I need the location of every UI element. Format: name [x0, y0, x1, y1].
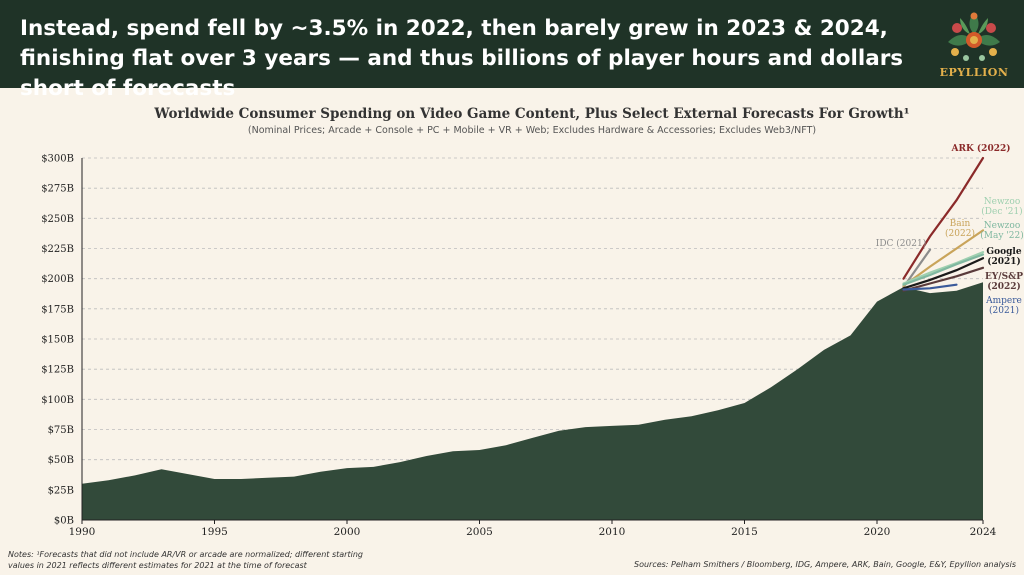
spending-chart: $0B $25B $50B $75B $100B $125B $150B $175B $200B…: [41, 143, 1024, 539]
x-tick-label: 2020: [864, 526, 891, 538]
forecast-label-newzoo_dec21: (Dec '21): [981, 206, 1022, 217]
forecast-line-newzoo_dec21: [902, 250, 985, 285]
forecast-line-ark: [902, 156, 985, 280]
forecast-label-newzoo_may22: Newzoo: [984, 221, 1020, 231]
y-tick-label: $250B: [41, 214, 74, 225]
forecast-label-bain: (2022): [945, 228, 975, 239]
y-tick-label: $25B: [48, 485, 74, 496]
forecast-label-newzoo_dec21: Newzoo: [984, 197, 1020, 207]
forecast-line-bain: [902, 229, 985, 287]
y-tick-label: $175B: [41, 304, 74, 315]
x-tick-label: 1995: [201, 526, 228, 538]
forecast-label-bain: Bain: [950, 219, 971, 229]
x-tick-label: 2005: [466, 526, 493, 538]
forecast-label-ampere: Ampere: [985, 296, 1022, 306]
forecast-line-newzoo_may22: [902, 253, 985, 286]
y-tick-label: $225B: [41, 244, 74, 255]
forecast-labels: ARK (2022)Newzoo(Dec '21)Bain(2022)Newzo…: [876, 143, 1024, 316]
chart-title: Worldwide Consumer Spending on Video Gam…: [154, 106, 910, 122]
forecast-label-idc: IDC (2021): [876, 238, 926, 249]
actual-spending-area-fill: [82, 282, 983, 520]
brand-logo: EPYLLION: [924, 8, 1024, 84]
forecast-label-ey_sp: EY/S&P: [985, 272, 1023, 282]
y-tick-label: $200B: [41, 274, 74, 285]
forecast-line-ey_sp: [902, 266, 985, 292]
actual-spending-area: [82, 282, 983, 520]
x-tick-label: 2024: [970, 526, 997, 538]
x-tick-label: 1990: [69, 526, 96, 538]
footnote: Notes: ¹Forecasts that did not include A…: [8, 550, 363, 570]
y-tick-label: $100B: [41, 395, 74, 406]
forecast-label-newzoo_may22: (May '22): [980, 230, 1023, 241]
y-tick-label: $125B: [41, 365, 74, 376]
forecast-label-ampere: (2021): [989, 305, 1019, 316]
y-tick-label: $275B: [41, 184, 74, 195]
y-tick-label: $75B: [48, 425, 74, 436]
y-tick-label: $50B: [48, 455, 74, 466]
floral-ornament-icon: [948, 12, 1000, 61]
forecast-lines: [902, 156, 985, 292]
forecast-label-ark: ARK (2022): [951, 143, 1011, 154]
chart-subtitle: (Nominal Prices; Arcade + Console + PC +…: [247, 125, 817, 136]
x-tick-label: 2015: [731, 526, 758, 538]
forecast-label-ey_sp: (2022): [987, 281, 1021, 292]
brand-name: EPYLLION: [939, 66, 1009, 79]
y-tick-label: $150B: [41, 335, 74, 346]
y-tick-label: $0B: [54, 516, 74, 527]
x-tick-label: 2000: [334, 526, 361, 538]
axes: $0B $25B $50B $75B $100B $125B $150B $175B $200B…: [41, 154, 996, 539]
headline: Instead, spend fell by ~3.5% in 2022, th…: [20, 16, 904, 101]
sources-note: Sources: Pelham Smithers / Bloomberg, ID…: [633, 560, 1016, 569]
forecast-label-google: Google: [986, 247, 1021, 257]
forecast-line-google: [902, 257, 985, 290]
forecast-label-google: (2021): [987, 256, 1021, 267]
forecast-line-ampere: [902, 283, 958, 291]
x-tick-label: 2010: [599, 526, 626, 538]
y-tick-label: $300B: [41, 154, 74, 165]
header-bar: Instead, spend fell by ~3.5% in 2022, th…: [0, 0, 1024, 101]
